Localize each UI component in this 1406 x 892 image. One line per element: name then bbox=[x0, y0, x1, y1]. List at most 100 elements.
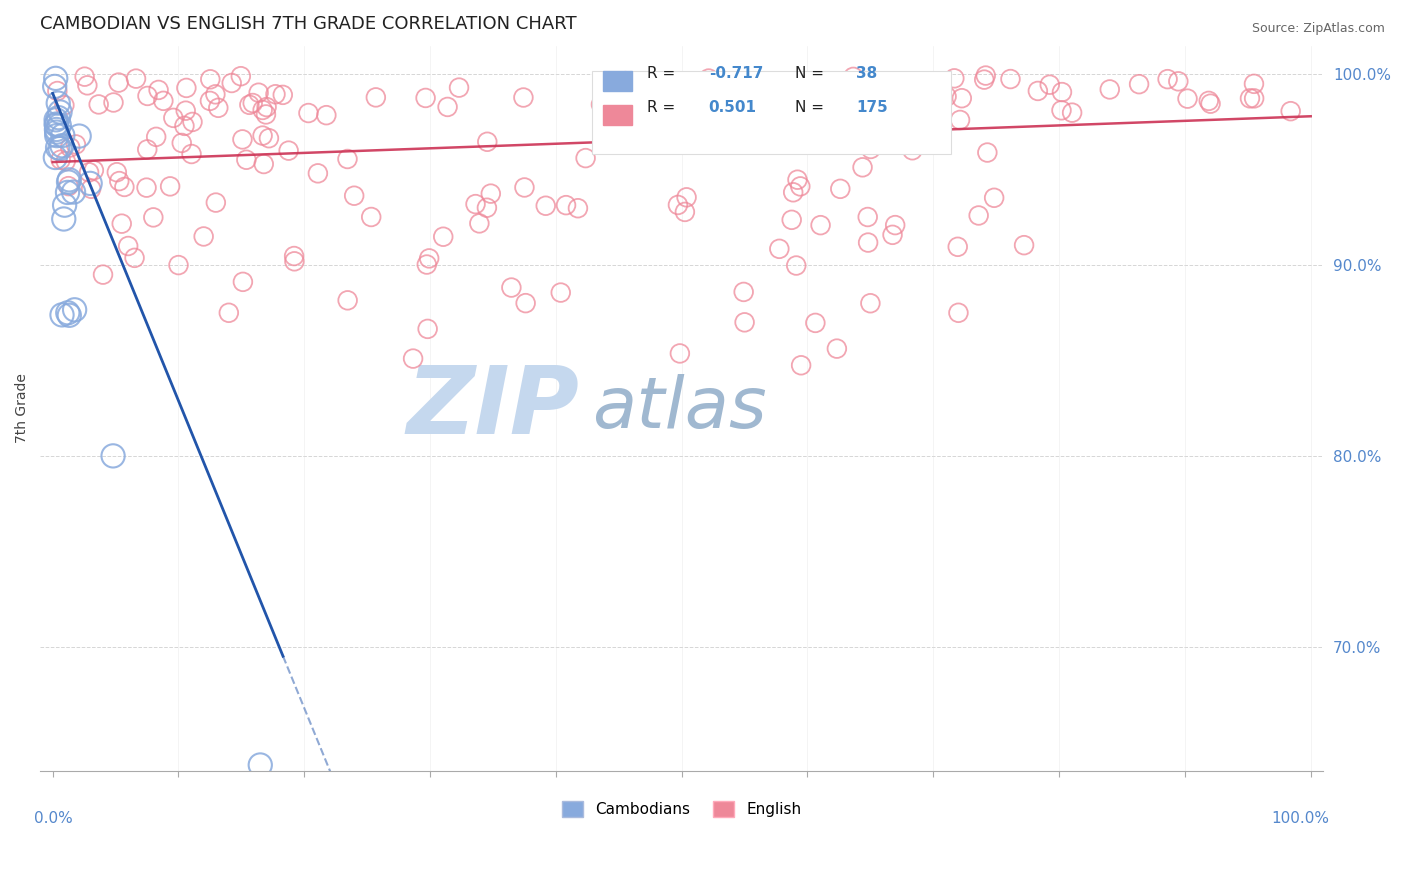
Point bbox=[49, 142, 72, 156]
FancyBboxPatch shape bbox=[603, 104, 631, 126]
Point bbox=[136, 89, 159, 103]
Point bbox=[45, 112, 67, 127]
Point bbox=[655, 110, 678, 124]
Point bbox=[364, 90, 387, 104]
Text: 38: 38 bbox=[856, 66, 877, 80]
Point bbox=[229, 69, 252, 83]
Point bbox=[53, 198, 76, 212]
Point bbox=[652, 84, 675, 98]
Text: atlas: atlas bbox=[592, 374, 766, 442]
Point bbox=[48, 119, 70, 133]
Point bbox=[479, 186, 502, 201]
Point bbox=[79, 177, 101, 191]
Point bbox=[1098, 82, 1121, 96]
Point bbox=[789, 179, 811, 194]
Point bbox=[136, 143, 159, 157]
Point bbox=[207, 101, 229, 115]
Point bbox=[218, 306, 240, 320]
Point bbox=[1000, 72, 1022, 87]
Text: N =: N = bbox=[794, 100, 828, 115]
Point bbox=[56, 186, 79, 200]
Point bbox=[859, 142, 882, 156]
Point bbox=[768, 242, 790, 256]
Point bbox=[174, 103, 197, 118]
Point bbox=[80, 182, 103, 196]
Point bbox=[49, 105, 72, 120]
Point bbox=[249, 758, 271, 772]
Point bbox=[67, 129, 90, 144]
Point bbox=[124, 251, 146, 265]
Point bbox=[415, 91, 437, 105]
Point bbox=[51, 308, 73, 322]
Point bbox=[1198, 94, 1220, 108]
Point bbox=[555, 198, 578, 212]
Point bbox=[943, 71, 966, 86]
Text: -0.717: -0.717 bbox=[709, 66, 763, 80]
Point bbox=[804, 316, 827, 330]
Point bbox=[785, 259, 807, 273]
Point bbox=[810, 218, 832, 232]
Point bbox=[238, 98, 260, 112]
Point bbox=[447, 80, 470, 95]
Point bbox=[45, 125, 67, 139]
Point bbox=[45, 128, 67, 143]
Point bbox=[235, 153, 257, 167]
Text: R =: R = bbox=[647, 66, 681, 80]
Point bbox=[257, 131, 280, 145]
Text: 0.0%: 0.0% bbox=[34, 811, 73, 826]
Point bbox=[626, 82, 648, 96]
Point bbox=[901, 143, 924, 157]
Point bbox=[62, 185, 84, 199]
Point bbox=[673, 205, 696, 219]
Point bbox=[614, 74, 637, 88]
Point bbox=[193, 229, 215, 244]
Point bbox=[884, 218, 907, 232]
Point bbox=[501, 280, 523, 294]
Point bbox=[336, 293, 359, 308]
Point bbox=[307, 166, 329, 180]
Point bbox=[513, 180, 536, 194]
Point bbox=[935, 89, 957, 103]
Point bbox=[170, 136, 193, 150]
Point bbox=[416, 258, 439, 272]
Point bbox=[56, 306, 79, 320]
Point bbox=[59, 140, 82, 154]
Point bbox=[859, 104, 882, 119]
Point bbox=[1243, 91, 1265, 105]
Point bbox=[1050, 85, 1073, 99]
Point bbox=[830, 182, 852, 196]
Point bbox=[1199, 96, 1222, 111]
Point bbox=[148, 83, 170, 97]
Point bbox=[51, 138, 73, 153]
Point bbox=[973, 72, 995, 87]
Point bbox=[45, 118, 67, 132]
Point bbox=[859, 296, 882, 310]
Point bbox=[468, 216, 491, 230]
Point bbox=[567, 201, 589, 215]
Point bbox=[77, 165, 100, 179]
Point bbox=[253, 157, 276, 171]
Legend: Cambodians, English: Cambodians, English bbox=[561, 801, 801, 817]
Point bbox=[950, 91, 973, 105]
Point bbox=[173, 119, 195, 133]
Point bbox=[1039, 78, 1062, 92]
Point bbox=[785, 99, 807, 113]
Text: ZIP: ZIP bbox=[406, 362, 579, 454]
Point bbox=[44, 79, 66, 94]
Point bbox=[733, 285, 755, 299]
Point bbox=[477, 135, 499, 149]
Point bbox=[666, 198, 689, 212]
Point bbox=[198, 94, 221, 108]
Point bbox=[1279, 104, 1302, 119]
Point bbox=[534, 199, 557, 213]
Point bbox=[949, 112, 972, 127]
Point bbox=[254, 107, 277, 121]
Point bbox=[343, 188, 366, 202]
Point bbox=[107, 76, 129, 90]
Text: CAMBODIAN VS ENGLISH 7TH GRADE CORRELATION CHART: CAMBODIAN VS ENGLISH 7TH GRADE CORRELATI… bbox=[41, 15, 576, 33]
Text: Source: ZipAtlas.com: Source: ZipAtlas.com bbox=[1251, 22, 1385, 36]
Point bbox=[58, 179, 80, 194]
Point bbox=[665, 101, 688, 115]
Point bbox=[65, 137, 87, 152]
Point bbox=[103, 95, 125, 110]
